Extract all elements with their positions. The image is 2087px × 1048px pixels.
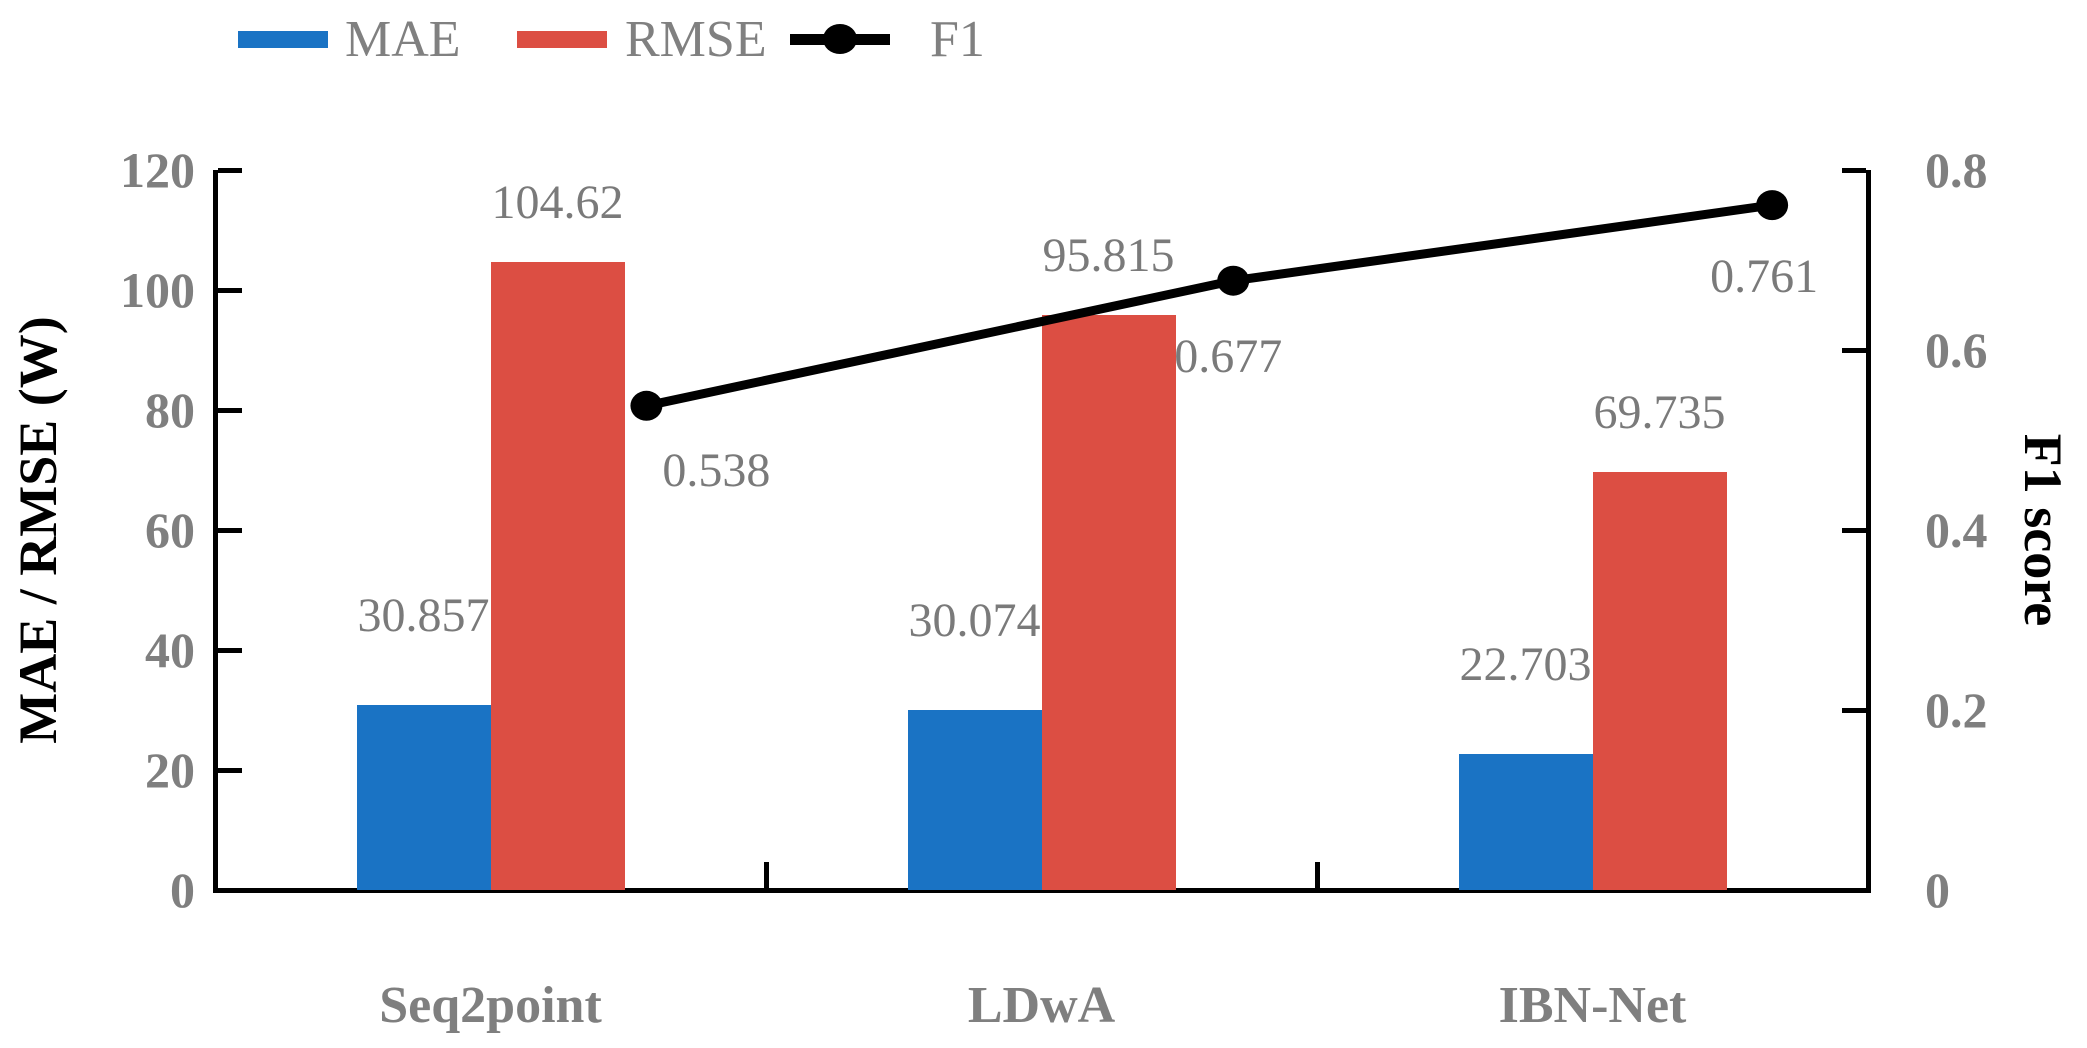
left-axis-line: [213, 170, 218, 893]
mae-bar-value-label: 22.703: [1459, 637, 1592, 691]
right-axis-tick-label: 0.4: [1925, 502, 1988, 558]
x-axis-tick: [1314, 862, 1320, 888]
left-axis-tick-label: 0: [170, 862, 195, 918]
left-axis-tick-label: 20: [145, 742, 195, 798]
f1-value-label: 0.538: [662, 443, 771, 497]
right-axis-tick: [1842, 887, 1866, 893]
left-axis-tick: [218, 767, 242, 773]
category-label: Seq2point: [379, 977, 602, 1034]
mae-bar: [356, 704, 491, 890]
category-label: LDwA: [967, 977, 1116, 1034]
left-axis-tick-label: 60: [145, 502, 195, 558]
right-axis-tick: [1842, 707, 1866, 713]
f1-value-label: 0.677: [1174, 329, 1283, 383]
f1-line: [645, 200, 1773, 411]
f1-legend-marker-icon: [823, 24, 857, 54]
mae-bar-value-label: 30.857: [357, 588, 490, 642]
rmse-bar: [1041, 315, 1176, 890]
mae-legend-label: MAE: [345, 11, 461, 68]
right-axis-tick-label: 0.2: [1925, 682, 1988, 738]
left-axis-tick-label: 80: [145, 382, 195, 438]
f1-point: [630, 390, 663, 421]
left-axis-tick-label: 120: [120, 142, 195, 198]
f1-value-label: 0.761: [1710, 250, 1819, 304]
left-axis-tick: [218, 647, 242, 653]
mae-bar-value-label: 30.074: [908, 593, 1041, 647]
right-axis-tick-label: 0: [1925, 862, 1950, 918]
bottom-axis-line: [213, 888, 1871, 893]
rmse-bar-value-label: 95.815: [1042, 229, 1175, 283]
right-axis-tick: [1842, 347, 1866, 353]
right-axis-tick-label: 0.8: [1925, 142, 1988, 198]
mae-bar: [1458, 753, 1593, 890]
category-label: IBN-Net: [1498, 977, 1687, 1034]
right-axis-tick: [1842, 167, 1866, 173]
f1-legend-label: F1: [930, 11, 985, 68]
mae-bar: [907, 709, 1042, 890]
right-axis-line: [1866, 170, 1871, 893]
rmse-bar-value-label: 104.62: [491, 176, 624, 230]
rmse-bar-value-label: 69.735: [1593, 385, 1726, 439]
rmse-legend-swatch: [517, 31, 607, 48]
left-axis-tick-label: 40: [145, 622, 195, 678]
rmse-bar: [1592, 471, 1727, 890]
right-axis-tick-label: 0.6: [1925, 322, 1988, 378]
left-axis-tick: [218, 407, 242, 413]
left-axis-tick-label: 100: [120, 262, 195, 318]
left-axis-tick: [218, 887, 242, 893]
f1-point: [1217, 265, 1250, 296]
left-axis-tick: [218, 527, 242, 533]
right-axis-tick: [1842, 527, 1866, 533]
rmse-legend-label: RMSE: [625, 11, 767, 68]
f1-point: [1756, 190, 1789, 221]
x-axis-tick: [763, 862, 769, 888]
left-axis-tick: [218, 287, 242, 293]
left-axis-tick: [218, 167, 242, 173]
mae-legend-swatch: [238, 31, 328, 48]
rmse-bar: [490, 262, 625, 890]
